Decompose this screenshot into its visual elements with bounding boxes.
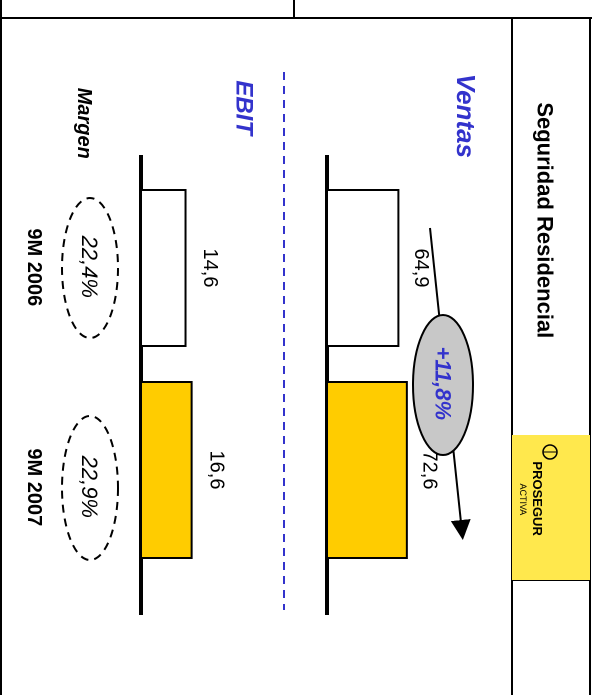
ebit-chart: 14,6 16,6 xyxy=(139,155,227,615)
ventas-value-label-1: 64,9 xyxy=(410,249,432,288)
ebit-value-label-2: 16,6 xyxy=(205,451,227,490)
period-label-2007: 9M 2007 xyxy=(23,448,45,526)
margin-label: Margen xyxy=(73,88,95,159)
ventas-bar-1 xyxy=(326,189,400,347)
growth-indicator: +11,8% xyxy=(412,227,474,540)
ventas-value-label-2: 72,6 xyxy=(419,451,441,490)
ventas-bar-2 xyxy=(326,381,408,559)
period-label-2006: 9M 2006 xyxy=(23,228,45,306)
growth-label: +11,8% xyxy=(431,347,456,421)
ebit-bar-2 xyxy=(140,381,193,559)
growth-badge xyxy=(412,314,474,456)
margin-2007: 22,9% xyxy=(61,415,119,561)
margin-value-2007: 22,9% xyxy=(77,455,102,518)
logo-subtext: ACTIVA xyxy=(518,483,528,515)
margin-value-2006: 22,4% xyxy=(77,235,102,298)
prosegur-logo: PROSEGUR ACTIVA xyxy=(512,435,590,580)
ebit-bar-1 xyxy=(140,189,187,347)
ebit-value-label-1: 14,6 xyxy=(199,249,221,288)
header-title: Seguridad Residencial xyxy=(533,102,558,338)
ventas-chart: 64,9 72,6 xyxy=(325,155,441,615)
ventas-title: Ventas xyxy=(451,74,481,158)
margin-2006: 22,4% xyxy=(61,197,119,339)
logo-text: PROSEGUR xyxy=(530,461,545,536)
ebit-title: EBIT xyxy=(231,80,258,137)
